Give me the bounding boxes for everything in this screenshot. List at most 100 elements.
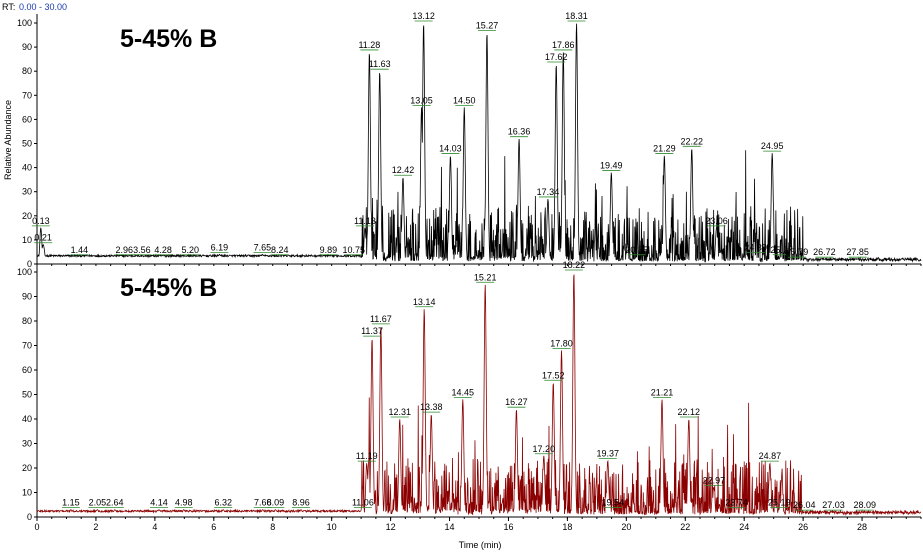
peak-label: 27.03 bbox=[822, 500, 845, 510]
peak-label: 17.86 bbox=[552, 40, 575, 50]
peak-label: 19.37 bbox=[597, 449, 620, 459]
x-tick-label: 2 bbox=[93, 522, 98, 532]
y-axis-title: Relative Abundance bbox=[3, 100, 13, 180]
peak-label: 12.42 bbox=[392, 165, 415, 175]
top-chromatogram-panel: 0 10 20 30 40 50 60 70 80 90 100 0.13 0.21 1.44 2.96 3.… bbox=[17, 11, 922, 269]
peak-label: 21.29 bbox=[653, 144, 676, 154]
peak-label: 18.22 bbox=[563, 260, 586, 270]
peak-label: 23.06 bbox=[705, 216, 728, 226]
peak-label: 14.03 bbox=[439, 144, 462, 154]
y-tick-label: 80 bbox=[22, 66, 32, 76]
x-tick-label: 22 bbox=[680, 522, 690, 532]
peak-label: 13.14 bbox=[413, 297, 436, 307]
peak-label: 22.22 bbox=[680, 136, 703, 146]
peak-label: 1.15 bbox=[62, 498, 80, 508]
gradient-annotation: 5-45% B bbox=[120, 274, 217, 302]
y-tick-label: 10 bbox=[22, 488, 32, 498]
y-tick-label: 10 bbox=[22, 235, 32, 245]
peak-label: 4.98 bbox=[175, 498, 193, 508]
peak-label: 11.13 bbox=[354, 216, 376, 226]
x-tick-label: 26 bbox=[798, 522, 808, 532]
trace-line bbox=[36, 23, 922, 263]
x-tick-label: 8 bbox=[270, 522, 275, 532]
peak-label: 23.74 bbox=[725, 498, 748, 508]
x-tick-label: 12 bbox=[386, 522, 396, 532]
y-tick-label: 20 bbox=[22, 463, 32, 473]
peak-label: 13.38 bbox=[420, 402, 443, 412]
peak-label: 24.39 bbox=[744, 242, 767, 252]
y-tick-label: 40 bbox=[22, 163, 32, 173]
peak-label: 25.19 bbox=[768, 498, 791, 508]
peak-label: 1.44 bbox=[71, 245, 89, 255]
peak-label: 11.06 bbox=[352, 498, 374, 508]
peak-label: 20.35 bbox=[625, 245, 648, 255]
y-tick-label: 90 bbox=[22, 292, 32, 302]
x-tick-label: 6 bbox=[211, 522, 216, 532]
y-tick-label: 100 bbox=[17, 267, 32, 277]
peak-label: 4.28 bbox=[154, 245, 172, 255]
peak-label: 13.05 bbox=[410, 95, 433, 105]
peak-label: 7.65 bbox=[254, 242, 272, 252]
peak-label: 8.24 bbox=[271, 245, 289, 255]
x-tick-label: 10 bbox=[327, 522, 337, 532]
y-tick-label: 80 bbox=[22, 316, 32, 326]
peak-label: 6.32 bbox=[214, 498, 232, 508]
peak-label: 28.09 bbox=[853, 500, 876, 510]
peak-label: 21.21 bbox=[651, 387, 674, 397]
peak-label: 17.52 bbox=[542, 370, 565, 380]
y-tick-label: 0 bbox=[27, 512, 32, 522]
peak-label: 26.72 bbox=[813, 247, 836, 257]
y-tick-label: 40 bbox=[22, 414, 32, 424]
peak-label: 17.80 bbox=[550, 338, 573, 348]
y-tick-label: 0 bbox=[27, 259, 32, 269]
peak-label: 11.63 bbox=[369, 59, 391, 69]
peak-label: 2.96 bbox=[115, 245, 133, 255]
peak-label: 17.62 bbox=[545, 52, 568, 62]
peak-label: 11.67 bbox=[370, 314, 392, 324]
peak-label: 7.66 bbox=[254, 498, 272, 508]
x-tick-label: 16 bbox=[503, 522, 513, 532]
peak-label: 3.56 bbox=[133, 245, 151, 255]
peak-label: 24.87 bbox=[759, 451, 782, 461]
x-tick-label: 14 bbox=[445, 522, 455, 532]
peak-label: 17.34 bbox=[537, 187, 560, 197]
y-tick-label: 70 bbox=[22, 90, 32, 100]
peak-label: 22.12 bbox=[678, 407, 701, 417]
peak-label: 12.31 bbox=[388, 407, 411, 417]
peak-label: 19.54 bbox=[602, 498, 625, 508]
y-tick-label: 30 bbox=[22, 439, 32, 449]
peak-label: 15.21 bbox=[474, 272, 497, 282]
peak-label: 16.27 bbox=[505, 397, 528, 407]
rt-range: 0.00 - 30.00 bbox=[19, 2, 67, 12]
peak-label: 19.49 bbox=[600, 160, 623, 170]
peak-label: 16.36 bbox=[508, 127, 531, 137]
peak-label: 11.37 bbox=[361, 326, 383, 336]
peak-label: 0.21 bbox=[34, 233, 52, 243]
y-tick-label: 50 bbox=[22, 139, 32, 149]
peak-label: 2.64 bbox=[106, 498, 124, 508]
y-tick-label: 60 bbox=[22, 114, 32, 124]
gradient-annotation: 5-45% B bbox=[120, 25, 217, 53]
peak-label: 4.14 bbox=[150, 498, 168, 508]
rt-prefix: RT: bbox=[2, 2, 15, 12]
peak-label: 15.27 bbox=[476, 21, 499, 31]
x-tick-label: 4 bbox=[152, 522, 157, 532]
peak-label: 8.09 bbox=[267, 498, 285, 508]
peak-label: 14.45 bbox=[452, 387, 475, 397]
peak-label: 11.28 bbox=[358, 40, 380, 50]
peak-label: 2.05 bbox=[89, 498, 107, 508]
y-tick-label: 100 bbox=[17, 18, 32, 28]
peak-label: 25.79 bbox=[786, 247, 809, 257]
peak-label: 18.31 bbox=[565, 11, 588, 21]
peak-label: 11.19 bbox=[356, 451, 378, 461]
x-axis-title: Time (min) bbox=[459, 540, 502, 550]
peak-label: 26.04 bbox=[793, 500, 816, 510]
y-tick-label: 20 bbox=[22, 211, 32, 221]
peak-label: 27.85 bbox=[846, 247, 869, 257]
y-tick-label: 90 bbox=[22, 42, 32, 52]
x-tick-label: 24 bbox=[739, 522, 749, 532]
peak-label: 5.20 bbox=[181, 245, 199, 255]
peak-label: 10.75 bbox=[343, 245, 366, 255]
